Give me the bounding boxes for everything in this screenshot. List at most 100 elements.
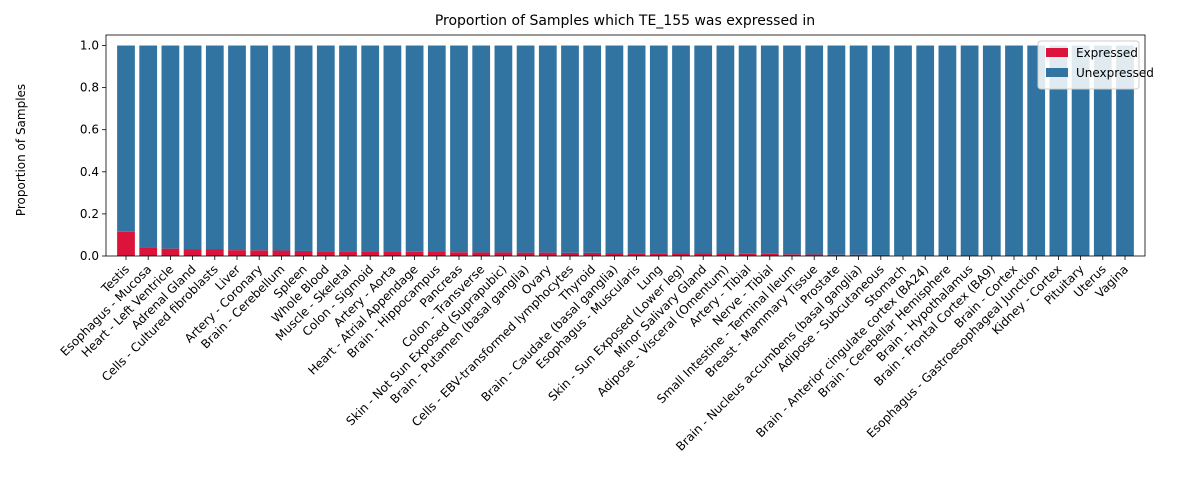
bar-expressed-25 <box>672 253 690 256</box>
chart-title: Proportion of Samples which TE_155 was e… <box>435 13 815 29</box>
bar-unexpressed-11 <box>361 45 380 252</box>
bar-unexpressed-28 <box>738 45 757 254</box>
bar-expressed-2 <box>161 248 180 256</box>
bar-unexpressed-19 <box>538 45 557 253</box>
bar-expressed-32 <box>827 254 846 256</box>
bar-unexpressed-10 <box>339 45 357 252</box>
bar-unexpressed-31 <box>805 45 824 255</box>
y-axis-label: Proportion of Samples <box>14 84 28 216</box>
bar-expressed-6 <box>250 250 269 256</box>
bar-expressed-13 <box>405 251 424 256</box>
y-tick-label: 0.6 <box>80 123 99 137</box>
bar-unexpressed-0 <box>117 45 135 232</box>
legend: Expressed Unexpressed <box>1037 40 1154 90</box>
bar-expressed-11 <box>361 251 380 256</box>
bar-expressed-12 <box>383 251 402 256</box>
bar-unexpressed-5 <box>228 45 246 251</box>
legend-label-unexpressed: Unexpressed <box>1076 66 1154 80</box>
bar-unexpressed-18 <box>516 45 535 253</box>
bar-expressed-10 <box>339 251 357 256</box>
bar-expressed-27 <box>716 253 735 256</box>
bar-unexpressed-14 <box>427 45 446 252</box>
bar-expressed-30 <box>783 254 801 256</box>
bar-expressed-22 <box>605 253 624 256</box>
bar-expressed-3 <box>183 249 202 256</box>
bar-unexpressed-37 <box>938 45 957 256</box>
bar-unexpressed-33 <box>849 45 868 255</box>
bar-unexpressed-1 <box>139 45 158 248</box>
bar-expressed-0 <box>117 231 135 256</box>
legend-label-expressed: Expressed <box>1076 46 1138 60</box>
bar-unexpressed-9 <box>316 45 335 252</box>
bar-unexpressed-27 <box>716 45 735 254</box>
bar-unexpressed-3 <box>183 45 202 250</box>
bar-unexpressed-40 <box>1005 45 1023 256</box>
bar-unexpressed-42 <box>1049 45 1068 256</box>
bar-unexpressed-22 <box>605 45 624 254</box>
bar-expressed-14 <box>427 252 446 256</box>
bar-unexpressed-38 <box>960 45 979 256</box>
bar-unexpressed-20 <box>561 45 579 253</box>
bar-expressed-4 <box>205 249 224 256</box>
bar-unexpressed-45 <box>1116 45 1134 256</box>
bar-unexpressed-15 <box>450 45 468 253</box>
bar-unexpressed-13 <box>405 45 424 252</box>
bar-unexpressed-32 <box>827 45 846 255</box>
bar-expressed-7 <box>272 250 291 256</box>
y-tick-label: 0.8 <box>80 81 99 95</box>
legend-swatch-unexpressed <box>1046 68 1068 77</box>
bar-unexpressed-16 <box>472 45 491 253</box>
y-tick-label: 0.4 <box>80 165 99 179</box>
bar-expressed-34 <box>871 254 890 256</box>
bar-unexpressed-8 <box>294 45 313 251</box>
bar-unexpressed-2 <box>161 45 180 249</box>
bar-unexpressed-17 <box>494 45 513 253</box>
bar-unexpressed-12 <box>383 45 402 252</box>
bar-expressed-28 <box>738 253 757 256</box>
bar-unexpressed-6 <box>250 45 269 251</box>
bar-expressed-24 <box>649 253 668 256</box>
bar-unexpressed-36 <box>916 45 935 256</box>
bar-expressed-33 <box>849 254 868 256</box>
bar-expressed-23 <box>627 253 646 256</box>
bar-expressed-26 <box>694 253 713 256</box>
bar-unexpressed-35 <box>894 45 912 256</box>
bar-expressed-31 <box>805 254 824 256</box>
bar-unexpressed-39 <box>982 45 1001 256</box>
bar-unexpressed-21 <box>583 45 602 253</box>
bar-expressed-21 <box>583 252 602 256</box>
bar-expressed-35 <box>894 255 912 256</box>
bar-expressed-1 <box>139 247 158 256</box>
bar-unexpressed-34 <box>871 45 890 255</box>
bar-expressed-16 <box>472 252 491 256</box>
bar-expressed-18 <box>516 252 535 256</box>
bar-unexpressed-44 <box>1093 45 1112 256</box>
y-tick-label: 1.0 <box>80 39 99 53</box>
plot-frame <box>105 34 1146 257</box>
bar-unexpressed-41 <box>1027 45 1046 256</box>
bar-unexpressed-24 <box>649 45 668 254</box>
bar-expressed-20 <box>561 252 579 256</box>
bar-unexpressed-25 <box>672 45 690 254</box>
bar-unexpressed-30 <box>783 45 801 255</box>
bar-expressed-29 <box>760 253 779 256</box>
y-axis: 0.0 0.2 0.4 0.6 0.8 1.0 <box>80 39 106 263</box>
bar-unexpressed-26 <box>694 45 713 254</box>
bar-unexpressed-4 <box>205 45 224 250</box>
bar-unexpressed-43 <box>1071 45 1090 256</box>
bar-unexpressed-29 <box>760 45 779 254</box>
y-tick-label: 0.0 <box>80 249 99 263</box>
bar-expressed-8 <box>294 250 313 256</box>
bar-unexpressed-23 <box>627 45 646 254</box>
legend-swatch-expressed <box>1046 48 1068 57</box>
y-tick-label: 0.2 <box>80 207 99 221</box>
bar-expressed-15 <box>450 252 468 256</box>
bar-expressed-9 <box>316 251 335 256</box>
bars-group <box>117 45 1134 256</box>
bar-unexpressed-7 <box>272 45 291 251</box>
bar-expressed-19 <box>538 252 557 256</box>
bar-expressed-17 <box>494 252 513 256</box>
bar-expressed-5 <box>228 250 246 256</box>
